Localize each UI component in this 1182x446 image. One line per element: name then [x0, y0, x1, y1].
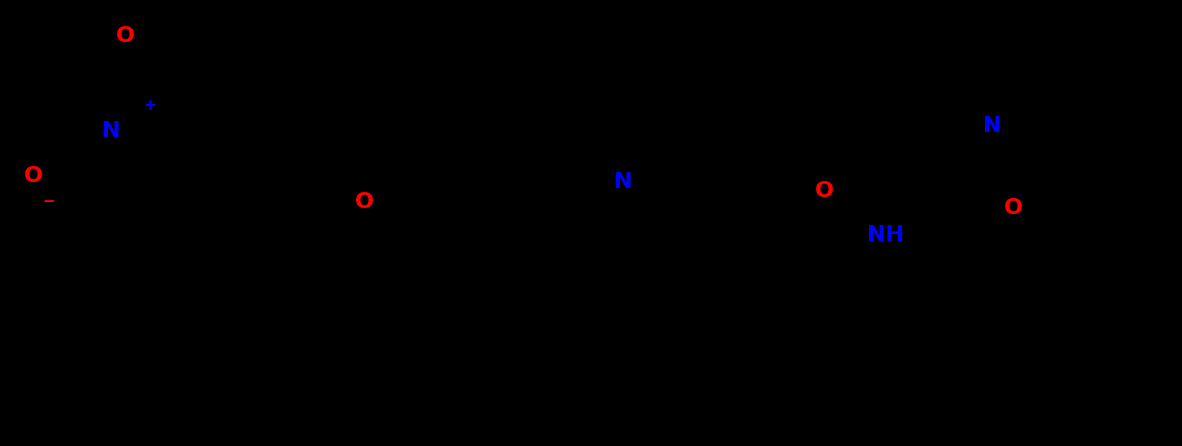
Text: O: O [116, 26, 135, 46]
Text: +: + [143, 98, 156, 113]
Text: −: − [43, 194, 56, 209]
Text: N: N [102, 121, 121, 141]
Text: N: N [615, 172, 632, 192]
Text: NH: NH [868, 225, 904, 245]
Text: N: N [983, 116, 1001, 136]
Text: O: O [24, 166, 43, 186]
Text: O: O [355, 192, 374, 212]
Text: O: O [1004, 198, 1024, 218]
Text: O: O [816, 181, 834, 201]
